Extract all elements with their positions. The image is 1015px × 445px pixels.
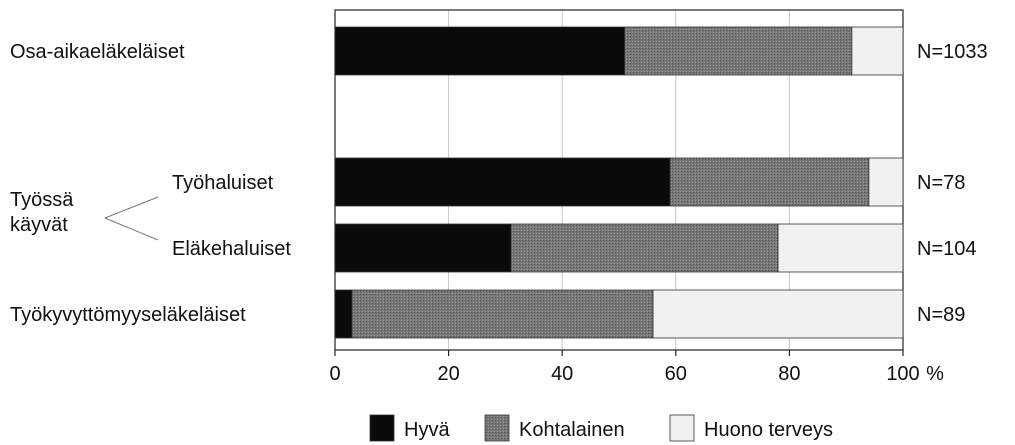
group-label-line2: käyvät <box>10 214 68 236</box>
group-label-line1: Työssä <box>10 189 74 211</box>
bar-segment-huono-terveys <box>652 289 904 339</box>
x-tick-label: 100 <box>886 363 919 385</box>
x-axis-ticks: 0 20 40 60 80 100% <box>329 350 944 385</box>
bar-segment-kohtalainen <box>669 157 870 207</box>
group-bracket-upper <box>104 196 159 219</box>
n-label: N=78 <box>917 172 965 194</box>
group-bracket-lower <box>104 217 159 241</box>
category-label: Työhaluiset <box>172 172 274 194</box>
group-label: Työssä käyvät <box>10 189 159 241</box>
legend: Hyvä Kohtalainen Huono terveys <box>369 414 833 442</box>
x-axis-unit: % <box>926 363 944 385</box>
bar-segment-hyvä <box>334 157 671 207</box>
legend-swatch <box>484 414 510 442</box>
x-tick-label: 80 <box>778 363 800 385</box>
n-label: N=104 <box>917 238 977 260</box>
bar-segment-kohtalainen <box>510 223 779 273</box>
x-tick-label: 60 <box>665 363 687 385</box>
legend-swatch <box>669 414 695 442</box>
bar-segment-hyvä <box>334 26 626 76</box>
bar-segment-kohtalainen <box>351 289 654 339</box>
x-tick-label: 20 <box>437 363 459 385</box>
n-labels: N=1033 N=78 N=104 N=89 <box>917 41 988 326</box>
legend-label: Kohtalainen <box>519 419 625 441</box>
bar-segment-kohtalainen <box>624 26 853 76</box>
category-labels: Osa-aikaeläkeläiset Työhaluiset Eläkehalui… <box>10 41 291 326</box>
bar-segment-huono-terveys <box>868 157 904 207</box>
category-label: Eläkehaluiset <box>172 238 291 260</box>
bar-segment-hyvä <box>334 223 512 273</box>
x-tick-label: 0 <box>329 363 340 385</box>
category-label: Työkyvyttömyyseläkeläiset <box>10 304 246 326</box>
n-label: N=89 <box>917 304 965 326</box>
legend-swatch <box>369 414 395 442</box>
x-tick-label: 40 <box>551 363 573 385</box>
bar-segment-huono-terveys <box>777 223 904 273</box>
legend-label: Huono terveys <box>704 419 833 441</box>
bars <box>334 26 904 339</box>
legend-label: Hyvä <box>404 419 450 441</box>
n-label: N=1033 <box>917 41 988 63</box>
bar-segment-hyvä <box>334 289 353 339</box>
category-label: Osa-aikaeläkeläiset <box>10 41 185 63</box>
bar-segment-huono-terveys <box>851 26 904 76</box>
